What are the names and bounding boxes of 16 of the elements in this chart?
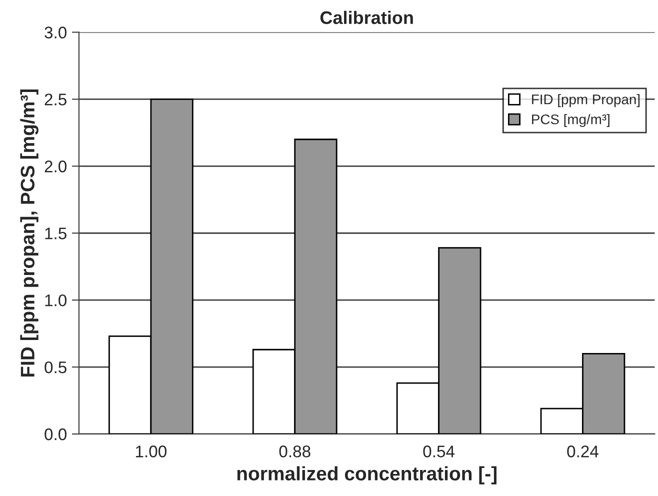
y-tick-label: 0.5: [44, 361, 66, 374]
x-tick-label: 0.24: [567, 446, 598, 458]
y-tick-label: 1.0: [45, 294, 67, 306]
x-tick-label: 0.54: [423, 446, 455, 458]
y-tick-label: 2.5: [44, 94, 66, 106]
y-tick-label: 2.0: [44, 160, 67, 172]
x-tick-label: 0.88: [279, 446, 310, 458]
legend-label: FID [ppm Propan]: [532, 94, 640, 108]
y-tick-label: 0.0: [44, 428, 67, 440]
y-tick-label: 3.0: [44, 26, 67, 38]
y-tick-label: 1.5: [45, 228, 66, 240]
chart-title: Calibration: [320, 10, 413, 24]
legend-label: PCS [mg/m³]: [532, 114, 610, 128]
x-axis-title: normalized concentration [-]: [237, 466, 496, 484]
y-axis-title: FID [ppm propan], PCS [mg/m³]: [20, 89, 38, 377]
x-tick-label: 1.00: [136, 446, 166, 458]
